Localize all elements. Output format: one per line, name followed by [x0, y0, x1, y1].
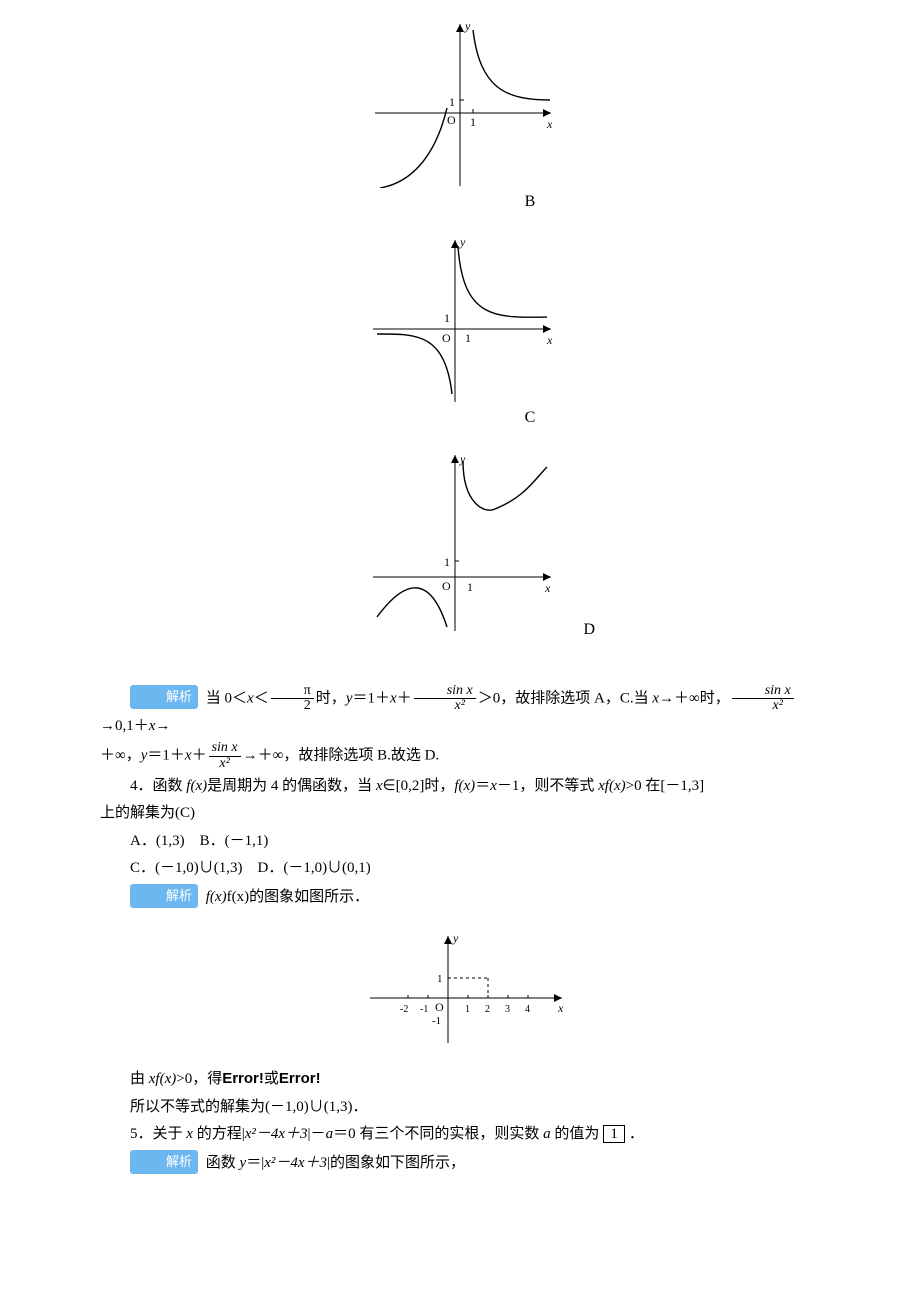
svg-text:x: x: [557, 1001, 564, 1015]
analysis-badge: 解析: [130, 884, 198, 908]
figure-c-block: x y O 1 1 C: [100, 234, 820, 432]
svg-text:1: 1: [444, 555, 450, 569]
svg-text:O: O: [435, 1000, 444, 1014]
svg-text:-1: -1: [420, 1004, 428, 1015]
q5-answer-box: 1: [603, 1125, 625, 1143]
q5-analysis: 解析 函数 y＝|x²－4x＋3|的图象如下图所示，: [100, 1150, 820, 1177]
svg-text:1: 1: [465, 1004, 470, 1015]
q4-opt-cd: C．(－1,0)∪(1,3) D．(－1,0)∪(0,1): [100, 856, 820, 882]
analysis-badge: 解析: [130, 685, 198, 709]
axis-x-label: x: [546, 333, 553, 347]
svg-text:2: 2: [485, 1004, 490, 1015]
figure-d: x y O 1 1: [365, 449, 555, 634]
svg-text:1: 1: [444, 311, 450, 325]
figure-c: x y O 1 1: [365, 234, 555, 404]
analysis-badge: 解析: [130, 1150, 198, 1174]
axis-x-label: x: [544, 581, 551, 595]
axis-y-label: y: [459, 235, 466, 249]
svg-text:3: 3: [505, 1004, 510, 1015]
figure-piecewise: x y O -2 -1 1 2 3 4: [350, 928, 570, 1048]
q4-analysis: 解析 f(x)f(x)的图象如图所示．: [100, 884, 820, 911]
sol4-line1: 由 xf(x)>0，得Error!或Error!: [100, 1066, 820, 1093]
figure-b-block: x y O 1 1 B: [100, 18, 820, 216]
analysis-3: 解析 当 0＜x＜π2时，y＝1＋x＋sin xx²＞0，故排除选项 A，C.当…: [100, 684, 820, 740]
axis-y-label: y: [464, 19, 471, 33]
figure-d-label: D: [583, 616, 595, 643]
svg-text:O: O: [442, 331, 451, 345]
svg-text:4: 4: [525, 1004, 530, 1015]
svg-text:1: 1: [467, 580, 473, 594]
axis-x-label: x: [546, 117, 553, 131]
svg-text:O: O: [447, 113, 456, 127]
svg-text:O: O: [442, 579, 451, 593]
q4-stem: 4．函数 f(x)是周期为 4 的偶函数，当 x∈[0,2]时，f(x)＝x－1…: [100, 774, 820, 800]
svg-text:y: y: [452, 931, 459, 945]
svg-text:1: 1: [437, 973, 443, 985]
figure-d-block: x y O 1 1 D: [100, 449, 820, 644]
svg-text:1: 1: [449, 95, 455, 109]
q5-stem: 5．关于 x 的方程|x²－4x＋3|－a＝0 有三个不同的实根，则实数 a 的…: [100, 1122, 820, 1148]
svg-text:1: 1: [470, 115, 476, 129]
svg-text:-1: -1: [432, 1015, 441, 1027]
analysis-3-line2: ＋∞，y＝1＋x＋sin xx²→＋∞，故排除选项 B.故选 D.: [100, 741, 820, 771]
figure-piecewise-block: x y O -2 -1 1 2 3 4: [100, 928, 820, 1048]
svg-text:-2: -2: [400, 1004, 408, 1015]
figure-c-label: C: [525, 404, 536, 431]
figure-b-label: B: [525, 188, 536, 215]
svg-text:1: 1: [465, 331, 471, 345]
q4-opt-ab: A．(1,3) B．(－1,1): [100, 829, 820, 855]
q4-stem-line2: 上的解集为(C): [100, 801, 820, 827]
figure-b: x y O 1 1: [365, 18, 555, 188]
sol4-line2: 所以不等式的解集为(－1,0)∪(1,3)．: [100, 1095, 820, 1121]
